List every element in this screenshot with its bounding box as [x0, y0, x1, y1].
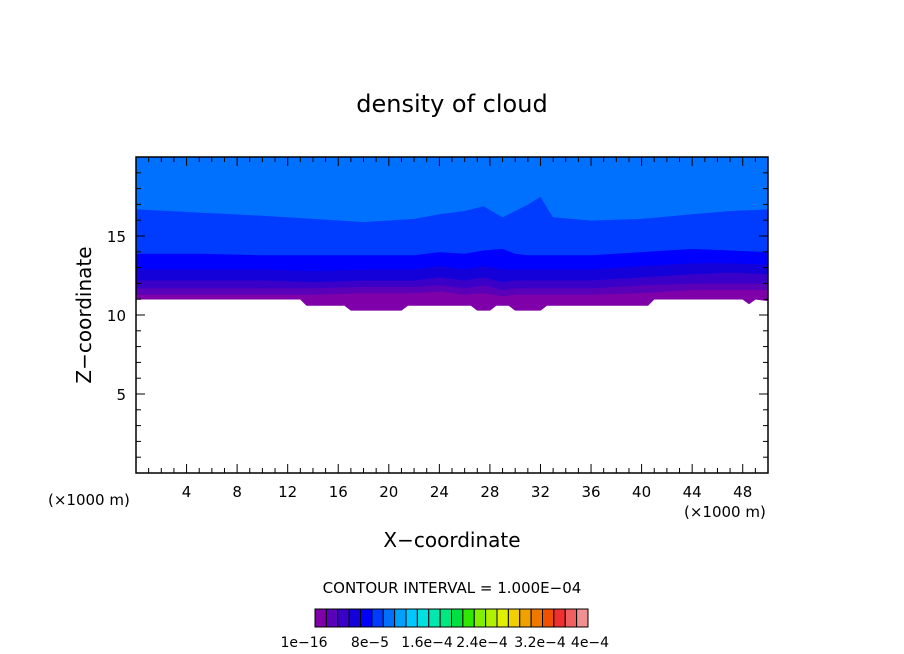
colorbar — [314, 608, 589, 628]
colorbar-swatch — [519, 608, 532, 628]
y-tick-label: 5 — [116, 386, 126, 404]
x-tick-label: 48 — [733, 483, 752, 501]
colorbar-swatch — [507, 608, 521, 628]
colorbar-label: 8e−5 — [351, 635, 389, 651]
x-tick-label: 16 — [329, 483, 348, 501]
x-unit-right: (×1000 m) — [684, 503, 766, 521]
colorbar-swatch — [576, 608, 589, 628]
colorbar-swatch — [428, 608, 441, 628]
contour-interval-label: CONTOUR INTERVAL = 1.000E−04 — [323, 579, 582, 597]
colorbar-swatch — [337, 608, 350, 628]
colorbar-swatch — [325, 608, 339, 628]
x-tick-label: 36 — [581, 483, 600, 501]
colorbar-swatch — [405, 608, 418, 628]
x-tick-label: 32 — [531, 483, 550, 501]
y-tick-label: 15 — [107, 228, 126, 246]
x-tick-label: 12 — [278, 483, 297, 501]
y-tick-label: 10 — [107, 307, 126, 325]
x-tick-label: 44 — [683, 483, 702, 501]
colorbar-labels: 1e−16 8e−5 1.6e−4 2.4e−4 3.2e−4 4e−4 — [280, 635, 609, 651]
colorbar-swatch — [451, 608, 464, 628]
colorbar-swatch — [348, 608, 361, 628]
colorbar-swatch — [485, 608, 498, 628]
y-axis-label: Z−coordinate — [72, 246, 96, 383]
colorbar-label: 3.2e−4 — [514, 635, 566, 651]
colorbar-label: 1.6e−4 — [401, 635, 453, 651]
x-tick-label: 4 — [182, 483, 192, 501]
colorbar-swatch — [382, 608, 396, 628]
colorbar-swatch — [530, 608, 543, 628]
x-tick-label: 8 — [232, 483, 242, 501]
colorbar-swatch — [360, 608, 373, 628]
x-tick-label: 28 — [480, 483, 499, 501]
x-axis-ticks: 4 8 12 16 20 24 28 32 36 40 44 48 — [148, 157, 756, 501]
colorbar-swatch — [371, 608, 384, 628]
colorbar-swatch — [564, 608, 578, 628]
x-tick-label: 24 — [430, 483, 449, 501]
x-tick-label: 40 — [632, 483, 651, 501]
colorbar-swatch — [394, 608, 407, 628]
chart-title: density of cloud — [356, 90, 547, 118]
colorbar-label: 1e−16 — [280, 635, 327, 651]
contour-band-7 — [135, 156, 769, 223]
y-axis-ticks: 5 10 15 — [107, 172, 768, 458]
colorbar-swatch — [439, 608, 452, 628]
colorbar-swatch — [416, 608, 430, 628]
colorbar-swatch — [314, 608, 327, 628]
colorbar-swatch — [462, 608, 475, 628]
colorbar-swatch — [496, 608, 509, 628]
x-tick-label: 20 — [379, 483, 398, 501]
x-unit-left: (×1000 m) — [48, 491, 130, 509]
colorbar-swatch — [553, 608, 566, 628]
colorbar-swatch — [542, 608, 555, 628]
colorbar-label: 4e−4 — [571, 635, 609, 651]
x-axis-label: X−coordinate — [383, 528, 520, 552]
contour-fills — [135, 156, 769, 311]
colorbar-swatch — [473, 608, 487, 628]
colorbar-label: 2.4e−4 — [456, 635, 508, 651]
